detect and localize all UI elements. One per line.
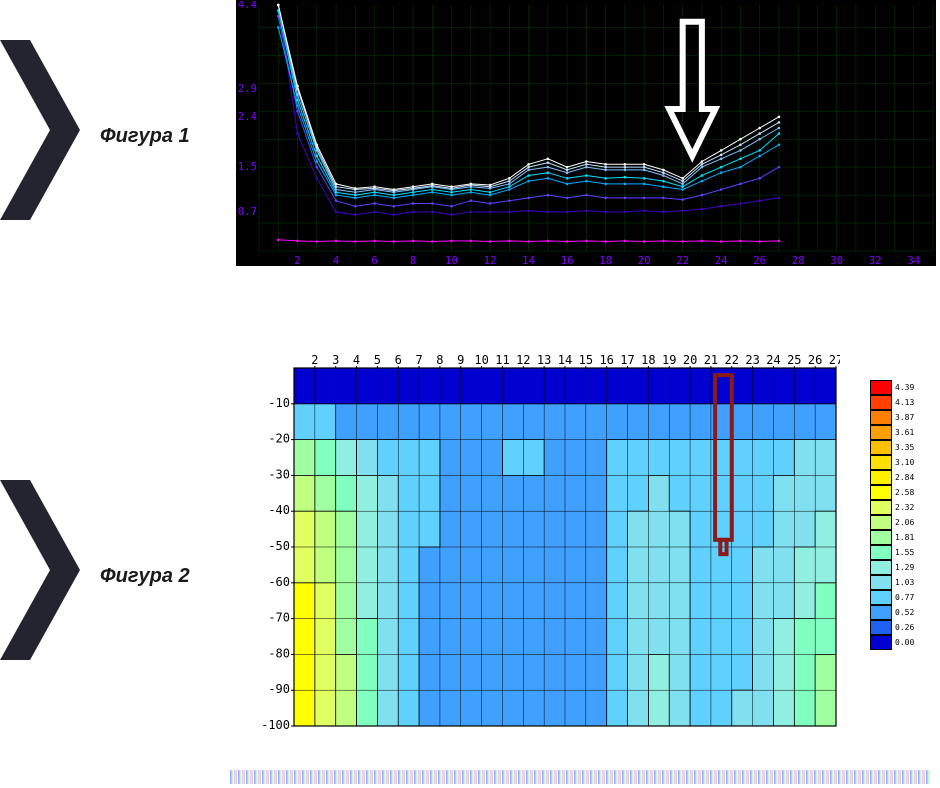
svg-text:-40: -40 — [268, 503, 290, 517]
figure2-colorbar: 4.39 4.13 3.87 3.61 3.35 3.10 2.84 2.58 … — [870, 380, 914, 650]
svg-text:11: 11 — [495, 353, 509, 367]
pointer-shape-2 — [0, 480, 80, 660]
svg-text:2: 2 — [311, 353, 318, 367]
svg-text:7: 7 — [415, 353, 422, 367]
svg-text:-90: -90 — [268, 682, 290, 696]
svg-text:14: 14 — [522, 254, 535, 267]
svg-text:2: 2 — [294, 254, 300, 267]
legend-entry: 1.03 — [870, 575, 914, 590]
svg-text:24: 24 — [766, 353, 780, 367]
svg-text:-80: -80 — [268, 646, 290, 660]
svg-text:30: 30 — [830, 254, 843, 267]
svg-text:-100: -100 — [261, 718, 290, 730]
legend-entry: 2.58 — [870, 485, 914, 500]
legend-entry: 2.32 — [870, 500, 914, 515]
svg-text:1.5: 1.5 — [238, 160, 257, 173]
svg-text:25: 25 — [787, 353, 801, 367]
svg-text:22: 22 — [676, 254, 689, 267]
legend-entry: 3.61 — [870, 425, 914, 440]
svg-text:-10: -10 — [268, 396, 290, 410]
legend-entry: 0.77 — [870, 590, 914, 605]
svg-text:18: 18 — [599, 254, 612, 267]
legend-entry: 2.06 — [870, 515, 914, 530]
svg-text:5: 5 — [374, 353, 381, 367]
svg-text:19: 19 — [662, 353, 676, 367]
svg-text:16: 16 — [561, 254, 574, 267]
svg-text:10: 10 — [474, 353, 488, 367]
figure2-heatmap: 2345678910111213141516171819202122232425… — [260, 350, 840, 730]
svg-text:24: 24 — [715, 254, 728, 267]
svg-text:-20: -20 — [268, 432, 290, 446]
legend-entry: 4.13 — [870, 395, 914, 410]
svg-text:14: 14 — [558, 353, 572, 367]
legend-entry: 3.87 — [870, 410, 914, 425]
legend-entry: 3.35 — [870, 440, 914, 455]
svg-text:28: 28 — [792, 254, 805, 267]
svg-text:-30: -30 — [268, 467, 290, 481]
legend-entry: 1.29 — [870, 560, 914, 575]
svg-text:6: 6 — [395, 353, 402, 367]
legend-entry: 0.52 — [870, 605, 914, 620]
figure1-label: Фигура 1 — [100, 125, 190, 148]
svg-text:2.9: 2.9 — [238, 82, 257, 95]
legend-entry: 0.00 — [870, 635, 914, 650]
svg-text:20: 20 — [683, 353, 697, 367]
svg-text:-50: -50 — [268, 539, 290, 553]
svg-text:4: 4 — [333, 254, 339, 267]
svg-text:15: 15 — [579, 353, 593, 367]
svg-text:20: 20 — [638, 254, 651, 267]
svg-text:3: 3 — [332, 353, 339, 367]
svg-text:12: 12 — [516, 353, 530, 367]
svg-text:-60: -60 — [268, 575, 290, 589]
svg-text:12: 12 — [484, 254, 497, 267]
svg-text:9: 9 — [457, 353, 464, 367]
pointer-shape-1 — [0, 40, 80, 220]
decorative-noise-strip — [230, 770, 930, 784]
svg-text:17: 17 — [620, 353, 634, 367]
svg-text:6: 6 — [371, 254, 377, 267]
svg-text:18: 18 — [641, 353, 655, 367]
svg-text:2.4: 2.4 — [238, 110, 257, 123]
svg-text:10: 10 — [445, 254, 458, 267]
svg-text:4.4: 4.4 — [238, 1, 257, 11]
svg-text:8: 8 — [436, 353, 443, 367]
legend-entry: 2.84 — [870, 470, 914, 485]
svg-text:13: 13 — [537, 353, 551, 367]
svg-text:26: 26 — [753, 254, 766, 267]
svg-text:26: 26 — [808, 353, 822, 367]
svg-text:0.7: 0.7 — [238, 205, 257, 218]
svg-text:27: 27 — [829, 353, 840, 367]
svg-text:23: 23 — [745, 353, 759, 367]
legend-entry: 3.10 — [870, 455, 914, 470]
figure2-label: Фигура 2 — [100, 565, 190, 588]
svg-text:8: 8 — [410, 254, 416, 267]
legend-entry: 4.39 — [870, 380, 914, 395]
legend-entry: 1.81 — [870, 530, 914, 545]
legend-entry: 1.55 — [870, 545, 914, 560]
legend-entry: 0.26 — [870, 620, 914, 635]
svg-text:32: 32 — [869, 254, 882, 267]
svg-text:22: 22 — [725, 353, 739, 367]
svg-text:4: 4 — [353, 353, 360, 367]
svg-text:21: 21 — [704, 353, 718, 367]
svg-text:34: 34 — [907, 254, 920, 267]
svg-text:16: 16 — [599, 353, 613, 367]
figure1-line-chart: 0.71.52.42.94.42468101214161820222426283… — [236, 0, 936, 266]
svg-text:-70: -70 — [268, 611, 290, 625]
